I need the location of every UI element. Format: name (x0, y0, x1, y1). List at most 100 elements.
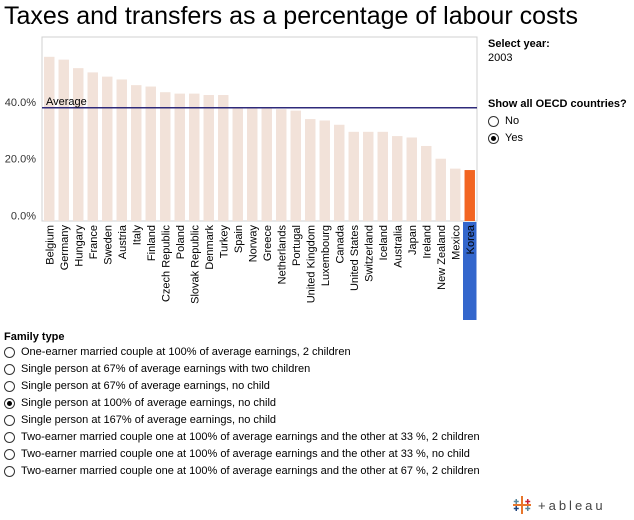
category-label: Switzerland (363, 225, 375, 282)
bar (377, 131, 388, 221)
bar (102, 76, 113, 221)
category-label: Spain (233, 225, 245, 253)
category-label: United States (349, 225, 361, 292)
bar (290, 110, 301, 221)
tableau-logo-text: +ableau (538, 497, 606, 513)
y-tick-label: 40.0% (5, 97, 36, 109)
bar (421, 145, 432, 221)
category-label: Greece (262, 225, 274, 261)
category-label: Canada (334, 224, 346, 263)
family-option[interactable]: Single person at 100% of average earning… (4, 397, 276, 409)
category-label: Australia (392, 224, 404, 268)
bar (450, 168, 461, 221)
select-year-heading: Select year: (488, 38, 550, 50)
family-option-label: Single person at 67% of average earnings… (21, 380, 270, 392)
family-option[interactable]: Single person at 67% of average earnings… (4, 380, 270, 392)
bar (145, 86, 156, 222)
bar (174, 93, 185, 221)
bar (116, 79, 127, 221)
radio-icon[interactable] (488, 132, 499, 144)
chart-title: Taxes and transfers as a percentage of l… (4, 2, 578, 30)
category-label: Slovak Republic (189, 225, 201, 304)
family-option-label: One-earner married couple at 100% of ave… (21, 346, 351, 358)
bar (392, 136, 403, 221)
bar (319, 120, 330, 221)
category-label: Belgium (44, 225, 56, 265)
family-option[interactable]: Two-earner married couple one at 100% of… (4, 448, 470, 460)
show-oecd-heading: Show all OECD countries? (488, 98, 627, 110)
radio-icon[interactable] (4, 431, 15, 443)
bar (203, 95, 214, 221)
family-option[interactable]: Two-earner married couple one at 100% of… (4, 431, 480, 443)
bar (58, 59, 69, 222)
category-label: Norway (247, 225, 259, 263)
bar (44, 56, 55, 221)
year-value[interactable]: 2003 (488, 52, 513, 64)
category-label: Japan (407, 225, 419, 255)
tableau-logo-icon (513, 496, 531, 514)
bar (189, 93, 200, 221)
family-option[interactable]: Two-earner married couple one at 100% of… (4, 465, 480, 477)
bar (247, 107, 258, 221)
category-label: Poland (175, 225, 187, 259)
category-label: Netherlands (276, 225, 288, 285)
bar (334, 124, 345, 221)
category-label: Denmark (204, 225, 216, 270)
bar (348, 131, 359, 221)
radio-icon[interactable] (4, 380, 15, 392)
family-option[interactable]: One-earner married couple at 100% of ave… (4, 346, 351, 358)
category-label: Ireland (421, 225, 433, 259)
bar (73, 68, 84, 221)
bar (87, 72, 98, 221)
family-option-label: Single person at 167% of average earning… (21, 414, 277, 426)
category-label: Hungary (73, 225, 85, 267)
radio-icon[interactable] (4, 397, 15, 409)
tableau-logo[interactable]: +ableau (512, 495, 606, 515)
family-option-label: Two-earner married couple one at 100% of… (21, 465, 480, 477)
radio-icon[interactable] (4, 465, 15, 477)
family-type-heading: Family type (4, 331, 65, 343)
radio-icon[interactable] (4, 414, 15, 426)
bar (305, 119, 316, 221)
family-option-label: Two-earner married couple one at 100% of… (21, 448, 470, 460)
category-label: Finland (146, 225, 158, 261)
category-label: Portugal (291, 225, 303, 266)
category-label: France (88, 225, 100, 259)
category-label: Luxembourg (320, 225, 332, 286)
radio-icon[interactable] (4, 448, 15, 460)
bar (131, 85, 142, 221)
bar (406, 137, 417, 221)
family-option[interactable]: Single person at 67% of average earnings… (4, 363, 310, 375)
category-label: Mexico (450, 225, 462, 260)
bar (160, 92, 171, 221)
category-label: Italy (131, 225, 143, 246)
average-label: Average (46, 96, 87, 108)
family-option-label: Single person at 100% of average earning… (21, 397, 277, 409)
category-label: Czech Republic (160, 225, 172, 303)
family-option-label: Single person at 67% of average earnings… (21, 363, 311, 375)
y-tick-label: 20.0% (5, 154, 36, 166)
bar-chart: 0.0% 20.0% 40.0% Belgium Germany Hungary Franc… (5, 36, 478, 320)
highlight-label-background (463, 222, 477, 320)
category-label: Sweden (102, 225, 114, 265)
bar (464, 170, 475, 221)
category-label: Korea (465, 224, 477, 254)
bar (363, 131, 374, 221)
radio-icon[interactable] (4, 363, 15, 375)
bar (218, 95, 229, 221)
family-option[interactable]: Single person at 167% of average earning… (4, 414, 276, 426)
radio-icon[interactable] (4, 346, 15, 358)
oecd-option-yes[interactable]: Yes (488, 132, 523, 144)
radio-icon[interactable] (488, 115, 499, 127)
category-label: Iceland (378, 225, 390, 260)
oecd-option-no-label: No (505, 115, 520, 127)
y-tick-label: 0.0% (11, 210, 36, 222)
bar (435, 158, 446, 221)
category-label: Austria (117, 224, 129, 259)
category-label: Turkey (218, 225, 230, 259)
family-option-label: Two-earner married couple one at 100% of… (21, 431, 480, 443)
oecd-option-yes-label: Yes (505, 132, 523, 144)
oecd-option-no[interactable]: No (488, 115, 519, 127)
category-label: Germany (59, 225, 71, 271)
bar (276, 109, 287, 221)
